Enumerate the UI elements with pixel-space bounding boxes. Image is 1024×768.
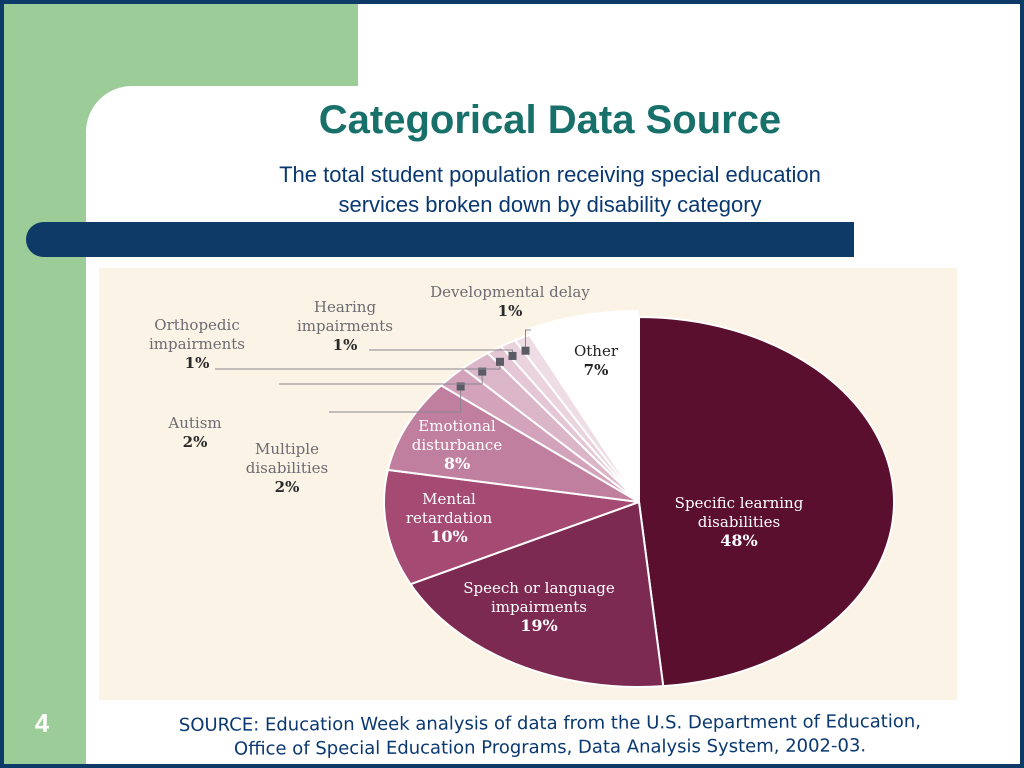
slice-name-label: disabilities: [698, 513, 780, 531]
slice-name-label: Multiple: [255, 440, 319, 458]
slice-percent-label: 48%: [720, 531, 757, 550]
source-note: SOURCE: Education Week analysis of data …: [140, 710, 960, 762]
slice-percent-label: 19%: [520, 616, 557, 635]
slice-name-label: impairments: [297, 317, 393, 335]
slide-title: Categorical Data Source: [318, 98, 782, 142]
slice-name-label: Emotional: [418, 417, 496, 435]
slice-name-label: Developmental delay: [430, 283, 590, 301]
slice-name-label: Orthopedic: [154, 316, 239, 334]
pie-slice: [408, 500, 665, 688]
pie-slice: [638, 315, 895, 688]
subtitle-line-2: services broken down by disability categ…: [338, 192, 762, 217]
leader-line: [279, 371, 483, 385]
subtitle-line-1: The total student population receiving s…: [279, 162, 821, 187]
pie-slice: [526, 310, 639, 500]
title-divider-bar: [26, 222, 854, 257]
slice-name-label: retardation: [406, 509, 493, 527]
slice-percent-label: 2%: [183, 433, 208, 451]
slice-percent-label: 1%: [498, 302, 523, 320]
slice-name-label: impairments: [491, 598, 587, 616]
slice-name-label: Other: [574, 342, 619, 360]
slice-name-label: Mental: [422, 490, 476, 508]
pie-slice: [513, 333, 640, 503]
leader-marker: [508, 351, 517, 360]
slice-percent-label: 10%: [430, 527, 467, 546]
slice-name-label: impairments: [149, 335, 245, 353]
source-line-2: Office of Special Education Programs, Da…: [233, 735, 867, 760]
slice-name-label: disabilities: [246, 459, 328, 477]
slice-percent-label: 7%: [584, 361, 609, 379]
leader-line: [525, 329, 531, 351]
pie-slice: [383, 468, 640, 586]
leader-marker: [478, 367, 487, 376]
slide-subtitle: The total student population receiving s…: [200, 160, 900, 220]
pie-slices: [383, 310, 895, 688]
leader-marker: [521, 346, 530, 355]
slice-percent-label: 2%: [275, 478, 300, 496]
slice-name-label: Hearing: [314, 298, 377, 316]
pie-slice: [386, 384, 640, 503]
leader-marker: [456, 382, 465, 391]
slice-name-label: Speech or language: [463, 579, 615, 597]
leader-marker: [495, 357, 504, 366]
slice-name-label: disturbance: [412, 436, 503, 454]
slice-name-label: Autism: [167, 414, 221, 432]
slice-percent-label: 1%: [333, 336, 358, 354]
slice-name-label: Specific learning: [675, 494, 804, 512]
leader-lines: [215, 329, 531, 413]
slice-percent-label: 8%: [444, 454, 470, 473]
slide-number: 4: [34, 708, 50, 738]
slice-percent-label: 1%: [185, 354, 210, 372]
leader-line: [329, 386, 462, 413]
